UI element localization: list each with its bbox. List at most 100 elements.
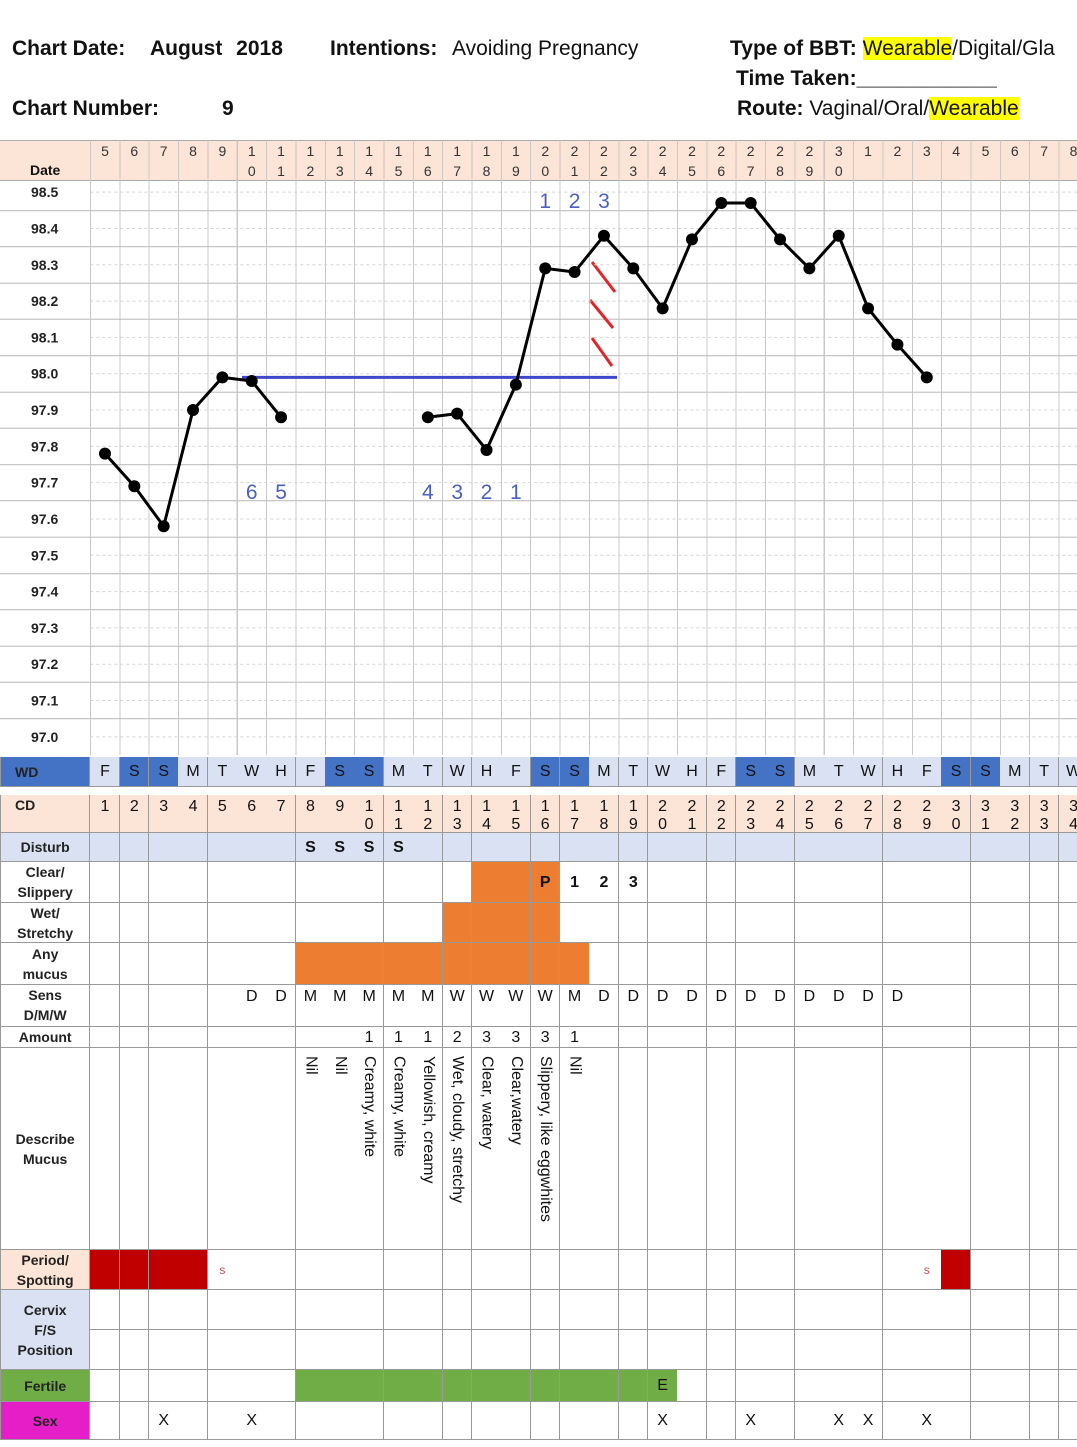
- cell: [119, 795, 150, 833]
- cell: [677, 1250, 708, 1290]
- cell: [178, 833, 209, 862]
- cell: [736, 1250, 766, 1290]
- cell: [1029, 757, 1060, 787]
- cell: [853, 943, 884, 985]
- cell: [1058, 833, 1077, 862]
- cell-text: D: [744, 988, 757, 1005]
- cell-text: D: [686, 988, 698, 1005]
- mucus-description: Yellowish, creamy: [419, 1056, 437, 1184]
- cell: [559, 757, 590, 787]
- cell-text: X: [862, 1412, 874, 1429]
- cell: [794, 985, 825, 1027]
- cell: [237, 1370, 267, 1402]
- chart-number: 9: [222, 97, 234, 120]
- cell: [295, 1402, 326, 1440]
- cell: [882, 1250, 913, 1290]
- cell-text: X: [246, 1412, 258, 1429]
- cell: [853, 1027, 884, 1048]
- cell: [794, 1048, 825, 1250]
- cell: [149, 1250, 179, 1290]
- cell: [90, 1250, 121, 1290]
- cell: [706, 862, 737, 903]
- cell-text: S: [950, 763, 962, 780]
- cell-text: 11: [394, 798, 403, 833]
- cell-text: S: [569, 763, 580, 780]
- cell: [325, 862, 355, 903]
- cell: [237, 1290, 267, 1370]
- cell: [677, 1048, 708, 1250]
- cell-text: 2: [452, 1028, 462, 1046]
- cell: [237, 1250, 267, 1290]
- cell: [941, 1048, 972, 1250]
- cell: [1029, 1048, 1060, 1250]
- cell: [736, 862, 766, 903]
- cell: [736, 1048, 766, 1250]
- cell: [941, 795, 972, 833]
- time-taken: Time Taken:____________: [736, 67, 997, 90]
- cell: [765, 1027, 796, 1048]
- cell-text: M: [362, 988, 376, 1005]
- cell: [912, 1048, 942, 1250]
- cell: [647, 833, 678, 862]
- cell: [501, 1027, 532, 1048]
- column-grid: [90, 140, 1077, 755]
- cell: [237, 1048, 267, 1250]
- cell: [149, 862, 179, 903]
- cell: [178, 1402, 209, 1440]
- date-label: 8: [189, 143, 197, 159]
- cell: [941, 862, 972, 903]
- cell: [1029, 1370, 1060, 1402]
- cell: [765, 903, 796, 943]
- chart-date-label: Chart Date:: [12, 37, 126, 60]
- row-label: Disturb: [0, 833, 91, 862]
- cell: [354, 757, 385, 787]
- cell: [589, 903, 620, 943]
- cell-text: W: [537, 988, 553, 1005]
- cell-text: 14: [482, 798, 491, 833]
- cell: [442, 833, 473, 862]
- cell: [1058, 757, 1077, 787]
- cell: [559, 1250, 590, 1290]
- cell-text: 23: [746, 798, 756, 833]
- cell: [794, 903, 825, 943]
- cell: [295, 943, 326, 985]
- cell-text: 32: [1010, 798, 1020, 833]
- cell: [383, 1250, 414, 1290]
- cell: [647, 985, 678, 1027]
- cell: [1058, 1048, 1077, 1250]
- cell-text: 3: [159, 798, 169, 815]
- cell: [207, 1402, 238, 1440]
- cell: [237, 1402, 267, 1440]
- cell: [207, 757, 238, 787]
- cell: [471, 1370, 502, 1402]
- cell-text: D: [803, 988, 816, 1005]
- cell: [589, 1048, 620, 1250]
- cell: [295, 903, 326, 943]
- cell: [706, 985, 737, 1027]
- cell: [90, 757, 121, 787]
- cell: [882, 1370, 913, 1402]
- cell: [941, 903, 972, 943]
- row-label: Cervix F/S Position: [0, 1290, 91, 1370]
- cell-text: M: [802, 763, 817, 780]
- cell: [413, 1402, 443, 1440]
- cell: [824, 1027, 854, 1048]
- cell: [1000, 1250, 1030, 1290]
- cell-text: 6: [247, 798, 257, 815]
- route-label: Route:: [737, 97, 804, 120]
- cell: [1000, 862, 1030, 903]
- cell: [912, 985, 942, 1027]
- cell: [442, 943, 473, 985]
- cell-text: 21: [687, 798, 697, 833]
- row-label: WD: [0, 757, 91, 787]
- cell-text: 34: [1069, 798, 1077, 833]
- cell-text: M: [333, 988, 347, 1005]
- cell: [647, 757, 678, 787]
- date-label: 27: [746, 143, 755, 179]
- bbt-line: Type of BBT: Wearable/Digital/Gla: [730, 37, 1055, 61]
- cell-text: 20: [658, 798, 668, 833]
- cell: [559, 1290, 590, 1370]
- bbt-other: /Digital/Gla: [952, 37, 1055, 60]
- cell: [119, 985, 150, 1027]
- cell: [266, 943, 297, 985]
